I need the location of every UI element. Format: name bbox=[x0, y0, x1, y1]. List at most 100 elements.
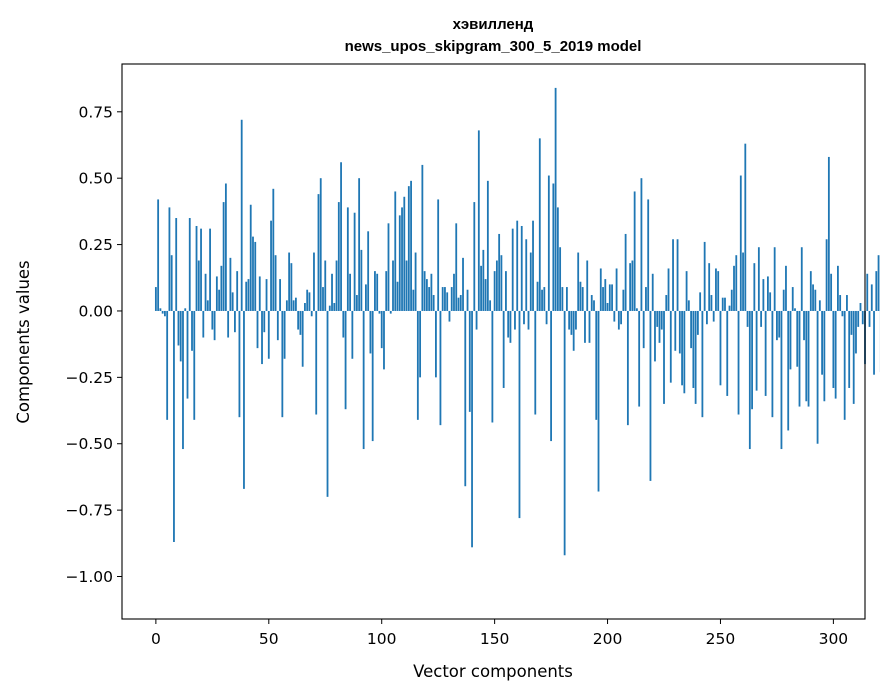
bar bbox=[821, 310, 823, 375]
bar bbox=[737, 310, 740, 415]
bar bbox=[164, 310, 166, 317]
bar bbox=[435, 310, 437, 378]
bar bbox=[213, 310, 216, 341]
bar bbox=[757, 247, 760, 311]
bar bbox=[398, 215, 401, 311]
bar bbox=[570, 310, 573, 335]
bar bbox=[376, 273, 379, 311]
bar bbox=[769, 292, 772, 311]
bar bbox=[322, 287, 324, 311]
bar bbox=[766, 276, 769, 311]
bar bbox=[656, 310, 659, 327]
bar bbox=[751, 310, 753, 410]
bar bbox=[805, 310, 808, 402]
bar bbox=[297, 310, 300, 330]
bar bbox=[279, 279, 281, 311]
bar bbox=[351, 310, 354, 359]
bar bbox=[857, 310, 860, 327]
bar bbox=[796, 310, 799, 367]
bar bbox=[755, 310, 758, 391]
bar bbox=[227, 310, 230, 338]
bar bbox=[166, 310, 169, 420]
bar bbox=[333, 303, 336, 311]
bar bbox=[349, 273, 351, 311]
bar bbox=[794, 308, 796, 311]
bar bbox=[554, 87, 557, 311]
bar bbox=[410, 180, 412, 311]
bar bbox=[455, 223, 458, 311]
bar bbox=[491, 310, 494, 423]
bar bbox=[870, 284, 873, 311]
y-axis-ticks: −1.00 −0.75 −0.50 −0.25 0.00 0.25 0.50 0.75 bbox=[66, 103, 122, 586]
bar bbox=[448, 310, 451, 322]
bar bbox=[782, 289, 785, 311]
bar bbox=[285, 300, 288, 311]
bar bbox=[211, 310, 214, 330]
bar bbox=[383, 310, 385, 370]
bar bbox=[696, 310, 699, 335]
bar bbox=[556, 207, 559, 311]
bar bbox=[319, 178, 322, 311]
bar bbox=[324, 260, 327, 311]
bar bbox=[518, 310, 521, 519]
bar bbox=[593, 300, 595, 311]
bar bbox=[486, 180, 489, 311]
bar bbox=[407, 186, 410, 311]
bar bbox=[676, 239, 679, 311]
bar bbox=[724, 297, 726, 311]
bar bbox=[572, 310, 575, 351]
bar bbox=[685, 271, 688, 311]
bar bbox=[615, 268, 618, 311]
bar bbox=[179, 310, 182, 362]
bar bbox=[421, 164, 424, 311]
bar bbox=[288, 252, 291, 311]
bar bbox=[712, 310, 715, 322]
bar bbox=[498, 233, 501, 311]
bar bbox=[371, 310, 374, 442]
bar bbox=[823, 310, 826, 402]
bar bbox=[360, 249, 363, 311]
bar bbox=[193, 310, 196, 420]
bar bbox=[365, 284, 367, 311]
bar bbox=[484, 279, 487, 311]
bar bbox=[482, 249, 485, 311]
bar bbox=[175, 218, 178, 311]
bar bbox=[606, 303, 609, 311]
bar bbox=[425, 279, 428, 311]
bar bbox=[584, 310, 586, 343]
bar bbox=[466, 289, 469, 311]
bar bbox=[642, 310, 645, 349]
bar bbox=[450, 287, 453, 311]
bar bbox=[414, 252, 417, 311]
bars-group bbox=[154, 87, 880, 556]
x-tick-label: 250 bbox=[706, 630, 736, 648]
x-axis-label: Vector components bbox=[413, 662, 573, 681]
bar bbox=[791, 287, 794, 311]
bar bbox=[726, 310, 729, 396]
bar bbox=[744, 143, 747, 311]
bar bbox=[342, 310, 345, 338]
bar bbox=[249, 204, 252, 311]
bar bbox=[161, 310, 164, 314]
bar bbox=[690, 310, 693, 349]
bar bbox=[541, 289, 543, 311]
bar bbox=[191, 310, 193, 351]
bar bbox=[475, 310, 478, 330]
bar bbox=[154, 287, 157, 311]
bar bbox=[875, 271, 878, 311]
bar bbox=[563, 310, 566, 556]
bar bbox=[306, 289, 309, 311]
bar bbox=[809, 271, 812, 311]
bar bbox=[703, 241, 706, 311]
bar bbox=[611, 284, 613, 311]
bar bbox=[873, 310, 875, 375]
y-axis-label: Components values bbox=[14, 260, 33, 423]
bar bbox=[254, 241, 257, 311]
bar bbox=[626, 310, 629, 426]
bar bbox=[184, 308, 187, 311]
bar bbox=[667, 268, 670, 311]
bar bbox=[843, 310, 846, 420]
bar bbox=[534, 310, 537, 415]
bar bbox=[509, 310, 512, 343]
bar bbox=[776, 310, 778, 341]
